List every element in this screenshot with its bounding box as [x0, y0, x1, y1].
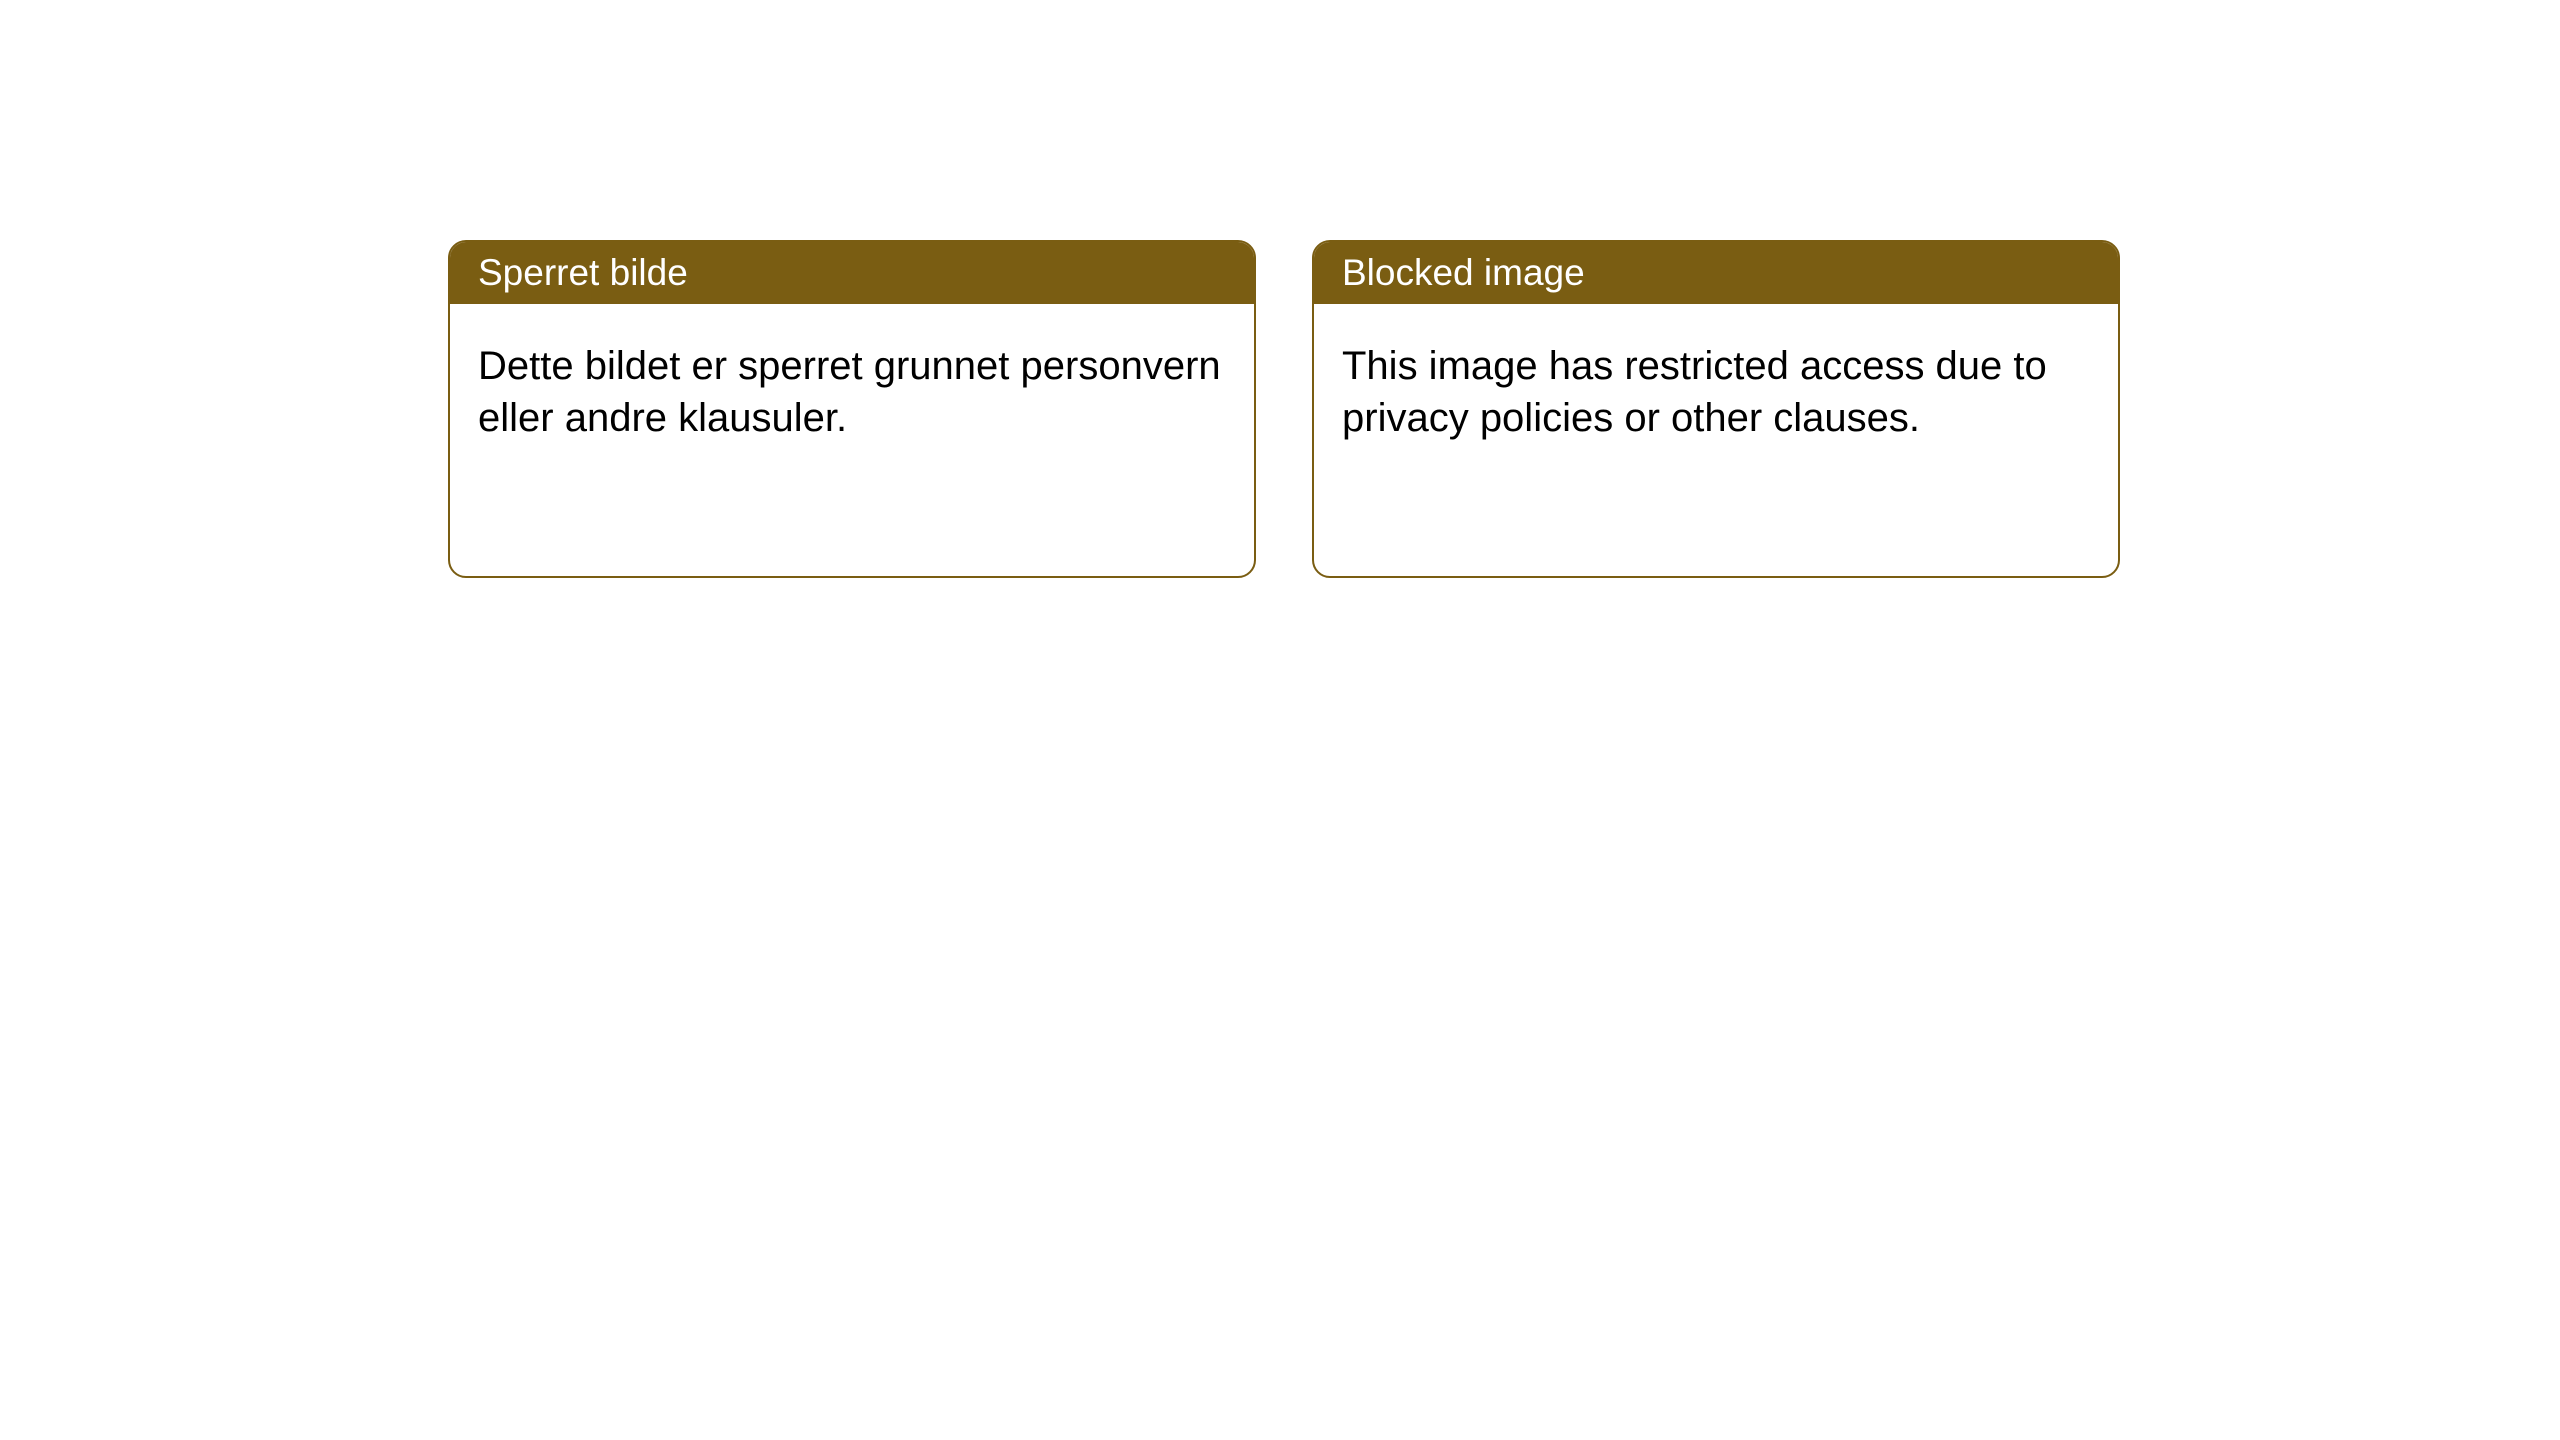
- blocked-image-card-en: Blocked image This image has restricted …: [1312, 240, 2120, 578]
- notice-container: Sperret bilde Dette bildet er sperret gr…: [0, 0, 2560, 578]
- card-header: Blocked image: [1314, 242, 2118, 304]
- card-header: Sperret bilde: [450, 242, 1254, 304]
- card-body-text: This image has restricted access due to …: [1314, 304, 2118, 576]
- blocked-image-card-no: Sperret bilde Dette bildet er sperret gr…: [448, 240, 1256, 578]
- card-body-text: Dette bildet er sperret grunnet personve…: [450, 304, 1254, 576]
